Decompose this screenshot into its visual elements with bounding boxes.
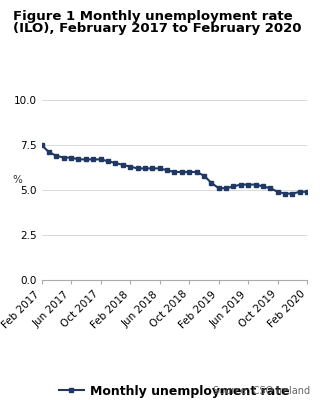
Legend: Monthly unemployment rate: Monthly unemployment rate xyxy=(54,380,295,400)
Text: Figure 1 Monthly unemployment rate: Figure 1 Monthly unemployment rate xyxy=(13,10,292,23)
Text: Source: CSO Ireland: Source: CSO Ireland xyxy=(213,386,310,396)
Text: %: % xyxy=(13,175,23,185)
Text: (ILO), February 2017 to February 2020: (ILO), February 2017 to February 2020 xyxy=(13,22,301,35)
